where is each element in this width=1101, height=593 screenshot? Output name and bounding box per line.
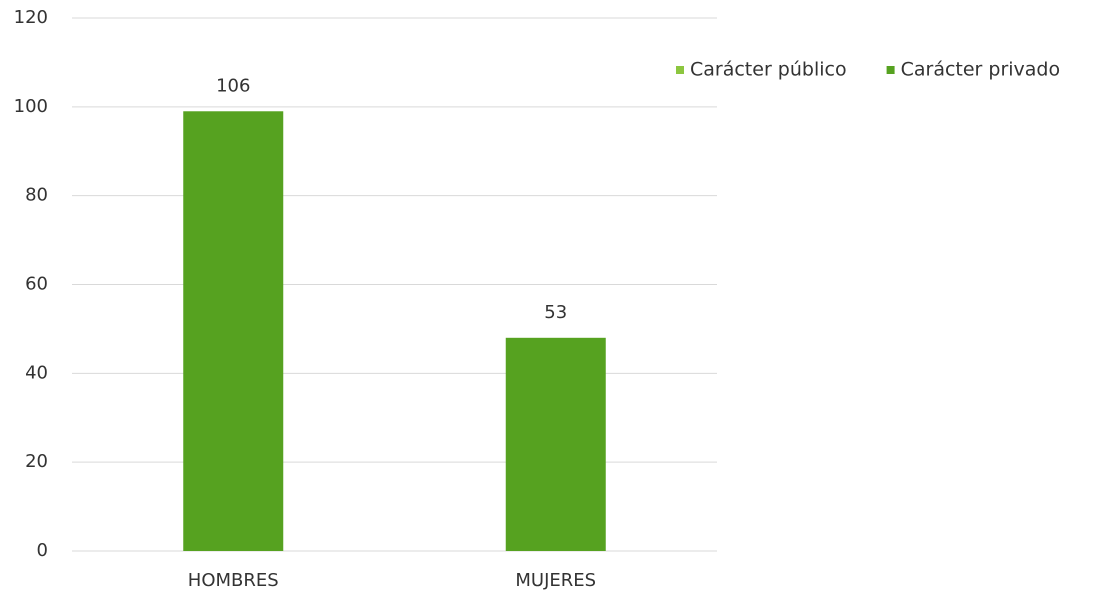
annotation: 53 bbox=[544, 302, 567, 323]
y-tick-label: 20 bbox=[25, 451, 48, 472]
legend-swatch bbox=[886, 66, 895, 74]
y-tick-label: 80 bbox=[25, 185, 48, 206]
legend-swatch bbox=[676, 66, 684, 74]
bar bbox=[183, 111, 284, 552]
y-tick-label: 60 bbox=[25, 274, 48, 295]
y-tick-label: 120 bbox=[14, 7, 48, 28]
y-tick-label: 100 bbox=[14, 96, 48, 117]
x-tick-label: MUJERES bbox=[515, 570, 596, 591]
bar bbox=[505, 337, 606, 551]
annotation: 106 bbox=[216, 75, 250, 96]
y-tick-label: 40 bbox=[25, 362, 48, 383]
x-tick-label: HOMBRES bbox=[188, 570, 279, 591]
legend-label: Carácter privado bbox=[901, 59, 1061, 81]
legend-label: Carácter público bbox=[690, 59, 847, 81]
y-tick-label: 0 bbox=[37, 540, 48, 561]
